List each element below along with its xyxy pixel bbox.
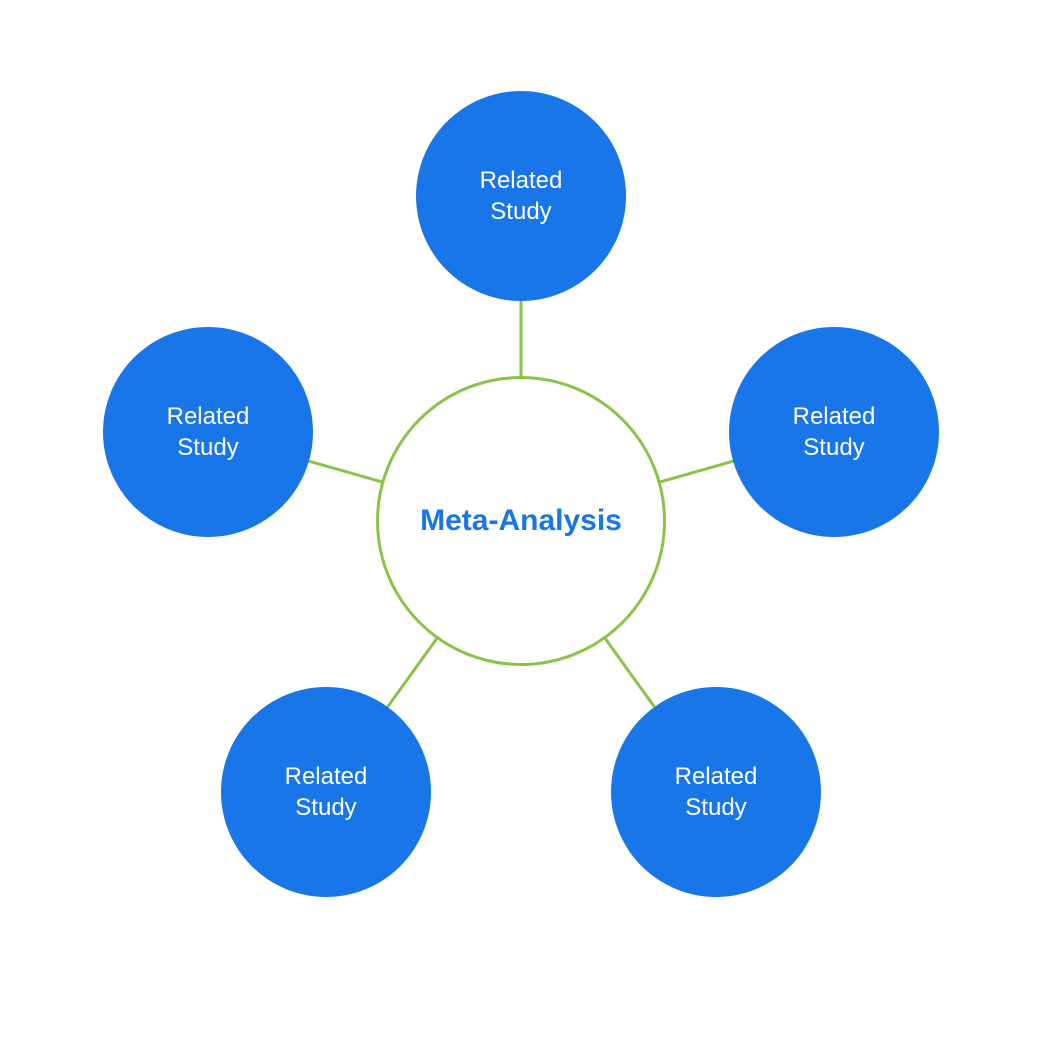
outer-node-2: Related Study [611,687,821,897]
outer-node-4: Related Study [103,327,313,537]
meta-analysis-diagram: Meta-Analysis Related Study Related Study… [0,0,1042,1042]
center-node: Meta-Analysis [376,376,666,666]
outer-node-0: Related Study [416,91,626,301]
center-label: Meta-Analysis [420,503,622,539]
outer-label-3: Related Study [285,761,368,823]
outer-label-1: Related Study [793,401,876,463]
outer-label-0: Related Study [480,165,563,227]
outer-node-3: Related Study [221,687,431,897]
outer-label-4: Related Study [167,401,250,463]
outer-node-1: Related Study [729,327,939,537]
outer-label-2: Related Study [675,761,758,823]
